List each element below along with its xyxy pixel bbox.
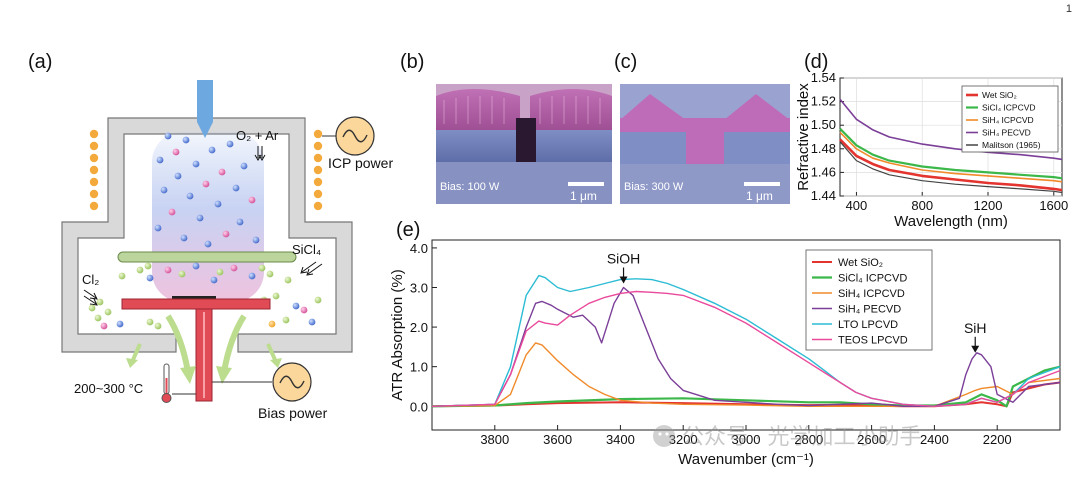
legend-label-d-4: Malitson (1965) [982,140,1041,150]
watermark-text: 公众号 · 光学加工小助手 [682,424,922,449]
sem-b-scale-text: 1 μm [570,189,597,203]
series-line-d-4 [839,141,1063,194]
annotation-label-e-0: SiOH [607,251,640,267]
cl2-label: Cl₂ [82,272,99,287]
pump-flow-arrow-small-left [130,343,142,363]
gas-flow-arrows-icon [254,146,266,161]
legend-label-d-1: SiCl₄ ICPCVD [982,103,1036,113]
x-tick-label: 3200 [669,432,698,447]
chamber-wall [61,117,353,353]
x-tick-label: 3400 [606,432,635,447]
series-line-d-3 [839,98,1063,161]
icp-coils-right [313,129,323,211]
substrate-chuck [121,298,271,310]
gas-inlet-nozzle [197,80,213,138]
sem-c-bias-text: Bias: 300 W [624,181,684,193]
panel-d-label: (d) [804,51,828,73]
y-tick-label: 1.46 [811,164,836,179]
corner-mark: 1 [1066,3,1072,15]
panel-c: (c) Bias: 300 W 1 μm [614,51,790,204]
legend-label-d-0: Wet SiO₂ [982,90,1017,100]
legend-label-e-0: Wet SiO₂ [838,257,883,269]
y-axis-label-e: ATR Absorption (%) [389,269,406,400]
series-line-e-2 [431,342,1061,407]
legend-d [961,85,1059,153]
sicl4-label: SiCl₄ [292,242,321,257]
wafer [172,296,216,299]
cl2-arrows-icon [83,289,98,306]
sem-c-scale-bar [744,182,780,186]
temperature-label: 200~300 °C [74,381,143,396]
sem-b-scale-bar [568,182,604,186]
panel-a: (a) ICP power O₂ + Ar SiCl₄ [28,51,393,421]
legend-label-d-2: SiH₄ ICPCVD [982,115,1034,125]
x-tick-label: 2400 [920,432,949,447]
legend-label-e-1: SiCl₄ ICPCVD [838,273,907,285]
watermark: 公众号 · 光学加工小助手 [653,424,922,449]
y-tick-label: 0.0 [410,399,428,414]
legend-label-e-2: SiH₄ ICPCVD [838,288,905,300]
y-tick-label: 2.0 [410,320,428,335]
sicl4-injection-ring [117,251,297,263]
y-tick-label: 3.0 [410,281,428,296]
gas-label: O₂ + Ar [236,128,279,143]
pump-flow-arrow-right [221,314,247,373]
series-line-e-5 [431,290,1061,407]
chart-d: (d) 400 800 1200 1600 1.44 1.46 1.48 1.50 1.52 1.… [795,51,1068,230]
x-tick-label: 1600 [1039,198,1068,213]
y-tick-label: 1.0 [410,360,428,375]
icp-coils-left [89,129,99,211]
x-axis-label-d: Wavelength (nm) [894,213,1008,230]
sem-c-scale-text: 1 μm [746,189,773,203]
panel-e-label: (e) [396,219,420,241]
x-tick-label: 400 [846,198,868,213]
y-tick-label: 4.0 [410,241,428,256]
legend-e [805,249,933,351]
panel-c-label: (c) [614,51,637,73]
bias-power-label: Bias power [258,405,328,421]
legend-label-e-5: TEOS LPCVD [838,335,908,347]
y-axis-label-d: Refractive index [795,83,812,191]
x-tick-label: 800 [911,198,933,213]
x-tick-label: 1200 [974,198,1003,213]
annotation-label-e-1: SiH [964,320,987,336]
panel-b-label: (b) [400,51,424,73]
y-tick-label: 1.50 [811,117,836,132]
chart-e: (e) 3800 3600 3400 3200 3000 2800 2600 2400 2200… [389,219,1061,468]
legend-label-d-3: SiH₄ PECVD [982,128,1031,138]
y-tick-label: 1.52 [811,94,836,109]
series-line-d-0 [839,138,1063,192]
x-tick-label: 3000 [732,432,761,447]
x-tick-label: 2800 [794,432,823,447]
plasma-particles [88,132,322,330]
pump-flow-arrow-left [165,314,191,373]
legend-label-e-4: LTO LPCVD [838,319,898,331]
x-tick-label: 2600 [857,432,886,447]
thermometer-icon [161,363,172,403]
x-axis-label-e: Wavenumber (cm⁻¹) [678,451,814,468]
y-tick-label: 1.44 [811,188,836,203]
x-tick-label: 3800 [480,432,509,447]
annotation-arrow-head-e-1 [971,345,980,353]
series-line-d-1 [839,127,1063,180]
series-line-d-2 [839,131,1063,183]
legend-label-e-3: SiH₄ PECVD [838,304,901,316]
icp-power-label: ICP power [328,155,393,171]
sem-b-bias-text: Bias: 100 W [440,181,500,193]
pump-flow-arrow-small-right [266,343,278,363]
y-tick-label: 1.54 [811,70,836,85]
x-tick-label: 2200 [983,432,1012,447]
sicl4-arrows-icon [300,261,323,276]
plasma-cloud [152,132,264,302]
panel-b: (b) Bias: 100 W 1 μm [400,51,612,204]
wechat-icon [653,425,675,447]
panel-a-label: (a) [28,51,52,73]
series-line-e-3 [431,286,1061,407]
x-tick-label: 3600 [543,432,572,447]
annotation-arrow-head-e-0 [619,276,628,284]
y-tick-label: 1.48 [811,141,836,156]
